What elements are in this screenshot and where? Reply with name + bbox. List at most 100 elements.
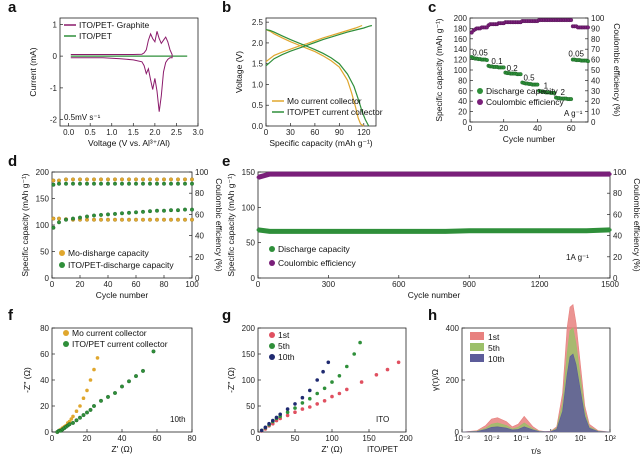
x-tick-label: 30 <box>286 128 295 137</box>
ito-ce-point <box>155 181 159 186</box>
capacity-point <box>326 229 330 233</box>
mo-ce-point <box>127 177 131 182</box>
y-tick-label: 2.5 <box>252 18 264 27</box>
y2-tick-label: 40 <box>195 232 204 241</box>
ce-point <box>326 172 330 176</box>
y-tick-label: 1 <box>53 20 58 29</box>
rate-label: 0.2 <box>507 64 519 73</box>
y-tick-label: 80 <box>458 76 467 85</box>
y-tick-label: 1.0 <box>252 80 264 89</box>
legend-label: ITO/PET- Graphite <box>79 20 150 30</box>
legend-swatch <box>470 343 484 351</box>
ce-point <box>397 172 401 176</box>
legend-swatch <box>269 354 275 360</box>
x-tick-label: 80 <box>188 434 197 443</box>
ce-point <box>420 172 424 176</box>
legend-swatch <box>63 330 69 336</box>
x-axis-label: Cycle number <box>503 134 556 144</box>
y2-tick-label: 80 <box>613 189 622 198</box>
legend-swatch <box>269 260 275 266</box>
mo-nyquist-point <box>92 367 96 372</box>
mo-ce-point <box>176 177 180 182</box>
nyquist-1st-point <box>293 410 297 415</box>
y-axis-label: Current (mA) <box>28 47 38 96</box>
y-tick-label: 200 <box>454 14 468 23</box>
ito-nyquist-point <box>99 398 103 403</box>
ito-ce-point <box>51 182 56 187</box>
ito-capacity-point <box>78 215 82 220</box>
x-tick-label: 2.5 <box>171 128 183 137</box>
mo-ce-point <box>85 177 89 182</box>
ito-nyquist-point <box>67 422 72 427</box>
legend-label: Discharge capacity <box>486 86 559 96</box>
nyquist-1st-point <box>315 402 320 406</box>
y-tick-label: 0 <box>455 428 460 437</box>
mo-ce-point <box>78 177 82 182</box>
x-tick-label: 60 <box>567 124 576 133</box>
legend-label: Discharge capacity <box>278 244 351 254</box>
y2-tick-label: 60 <box>195 210 204 219</box>
mo-ce-point <box>162 177 166 182</box>
current-density-annotation: 1A g⁻¹ <box>566 253 589 262</box>
ito-nyquist-point <box>127 379 131 384</box>
ito-capacity-point <box>120 211 124 216</box>
x-tick-label: 600 <box>392 280 406 289</box>
y2-tick-label: 0 <box>591 118 596 127</box>
nyquist-1st-point <box>322 399 327 403</box>
x-axis-label: Z' (Ω) <box>111 444 132 454</box>
ito-ce-point <box>134 181 138 186</box>
x-axis-label: Specific capacity (mAh g⁻¹) <box>269 138 372 148</box>
x-tick-label: 100 <box>185 280 199 289</box>
nyquist-10th-point <box>285 407 290 411</box>
nyquist-5th-point <box>315 391 320 396</box>
y-tick-label: 120 <box>454 56 468 65</box>
ito-nyquist-point <box>92 404 96 408</box>
nyquist-10th-point <box>259 428 264 433</box>
mo-capacity-point <box>141 217 145 222</box>
ce-point <box>491 172 495 176</box>
nyquist-5th-point <box>352 352 357 356</box>
mo-capacity-point <box>92 217 96 222</box>
capacity-point <box>350 229 354 233</box>
x-axis-label: Z' (Ω) <box>321 444 342 454</box>
nyquist-1st-point <box>374 373 379 377</box>
y2-tick-label: 100 <box>613 168 627 177</box>
legend-label: Mo current collector <box>72 328 147 338</box>
mo-nyquist-point <box>74 409 79 414</box>
nyquist-1st-point <box>345 387 349 392</box>
x-tick-label: 90 <box>335 128 344 137</box>
y-tick-label: 60 <box>40 350 49 359</box>
x-tick-label: 20 <box>499 124 508 133</box>
ito-capacity-point <box>134 210 138 215</box>
legend-label: ITO/PET current collector <box>72 339 168 349</box>
capacity-point <box>373 229 377 233</box>
y2-tick-label: 50 <box>591 66 600 75</box>
ito-capacity-point <box>169 208 173 213</box>
nyquist-5th-point <box>337 374 342 378</box>
ito-annotation: ITO <box>376 415 389 424</box>
legend-swatch <box>59 250 65 256</box>
ito-ce-point <box>78 181 82 186</box>
ce-point <box>303 172 307 176</box>
legend-swatch <box>477 99 483 105</box>
legend-swatch <box>269 246 275 252</box>
y-tick-label: 140 <box>454 45 468 54</box>
y-axis-label: -Z'' (Ω) <box>226 367 236 393</box>
nyquist-5th-point <box>308 396 312 401</box>
ito-capacity-point <box>57 220 61 225</box>
capacity-point <box>420 229 424 233</box>
ito-capacity-point <box>71 216 75 221</box>
panel-label: b <box>222 0 231 16</box>
mo-ce-point <box>92 177 96 182</box>
ito-ce-point <box>169 181 173 186</box>
mo-capacity-point <box>183 217 187 222</box>
x-tick-label: 1500 <box>601 280 619 289</box>
nyquist-1st-point <box>308 405 312 409</box>
mo-ce-point <box>155 177 159 182</box>
y-tick-label: 160 <box>454 35 468 44</box>
x-axis-label: Cycle number <box>408 290 461 300</box>
panel-e: e0 300 600 900 1200 1500050100150020406080100… <box>222 153 640 300</box>
legend-label: Mo current collector <box>287 96 362 106</box>
